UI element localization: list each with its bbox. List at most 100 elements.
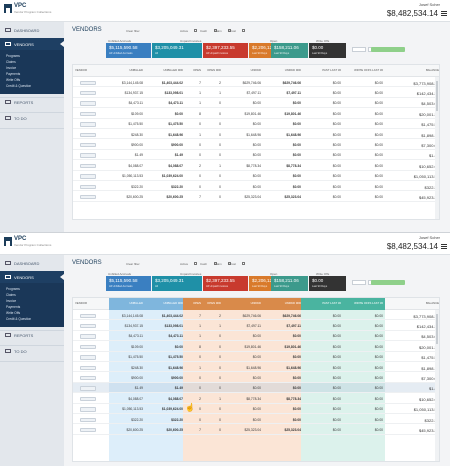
- submenu-item[interactable]: Write Offs: [6, 78, 21, 82]
- filter-checkbox[interactable]: [228, 262, 231, 265]
- column-header[interactable]: OPEN: [193, 68, 201, 72]
- table-row[interactable]: $1,050,113.53 $1,039,624.00 0 0 $0.00 $0.00 $0…: [73, 171, 439, 181]
- column-header[interactable]: BALANCE: [425, 301, 439, 305]
- submenu-item[interactable]: Payments: [6, 72, 21, 76]
- vendor-select[interactable]: [352, 280, 366, 285]
- vendor-name-button[interactable]: [80, 355, 96, 360]
- sidebar-item-vendors[interactable]: VENDORS: [0, 38, 64, 50]
- hamburger-menu-icon[interactable]: [441, 244, 447, 249]
- vendor-name-button[interactable]: [80, 163, 96, 169]
- filter-checkbox[interactable]: [214, 29, 217, 32]
- user-name[interactable]: Josef Scher: [418, 235, 440, 240]
- vendor-name-button[interactable]: [80, 184, 96, 189]
- column-header[interactable]: UNBILLED 90D: [163, 301, 183, 305]
- column-header[interactable]: BALANCE: [425, 68, 439, 72]
- sidebar-item-reports[interactable]: REPORTS: [0, 333, 64, 341]
- table-row[interactable]: $1,475.50 $1,475.50 0 0 $0.00 $0.00 $0.00 $0.00…: [73, 119, 439, 129]
- vendor-name-button[interactable]: [80, 90, 96, 96]
- table-row[interactable]: $1.49 $1.49 0 0 $0.00 $0.00 $0.00 $0.00 $1.49: [73, 150, 439, 161]
- sidebar-item-vendors[interactable]: VENDORS: [0, 271, 64, 283]
- column-header[interactable]: VENDOR: [75, 68, 87, 72]
- table-row[interactable]: $900.00 $900.00 0 0 $0.00 $0.00 $0.00 $0.00 $7,3…: [73, 372, 439, 383]
- table-row[interactable]: $322.20 $322.20 0 0 $0.00 $0.00 $0.00 $0.00 $322…: [73, 181, 439, 192]
- column-header[interactable]: PAST LAST 30: [322, 68, 341, 72]
- filter-checkbox[interactable]: [242, 29, 245, 32]
- vendor-select[interactable]: [352, 47, 366, 52]
- sidebar-item-todo[interactable]: TO DO: [0, 116, 64, 124]
- table-row[interactable]: $20,600.25 $20,600.25 7 0 $25,323.04 $25,323.…: [73, 424, 439, 435]
- apply-button[interactable]: [371, 280, 405, 285]
- summary-card[interactable]: $2,206,121.01 Last 90 Days: [249, 43, 281, 58]
- vendor-name-button[interactable]: [80, 142, 96, 148]
- summary-card[interactable]: $2,397,233.55 All Unpaid Invoices: [203, 276, 248, 291]
- table-scrollbar[interactable]: [435, 310, 439, 461]
- table-row[interactable]: $4,473.11 $4,473.11 1 0 $0.00 $0.00 $0.00 $0.00…: [73, 331, 439, 342]
- table-row[interactable]: $1,050,113.53 $1,039,624.00 0 0 $0.00 $0.00 $0…: [73, 404, 439, 414]
- summary-card[interactable]: $158,211.06 Last 90 Days: [271, 43, 308, 58]
- filter-checkbox[interactable]: [214, 262, 217, 265]
- column-header[interactable]: OPEN: [193, 301, 201, 305]
- table-row[interactable]: $1,475.50 $1,475.50 0 0 $0.00 $0.00 $0.00 $0.00…: [73, 352, 439, 362]
- table-row[interactable]: $109.00 $0.00 8 0 $19,801.46 $19,801.46 $0.00 $…: [73, 341, 439, 352]
- column-header[interactable]: OPEN 90D: [207, 301, 221, 305]
- table-scrollbar[interactable]: [435, 77, 439, 219]
- vendor-name-button[interactable]: [80, 375, 96, 381]
- column-header[interactable]: VENDOR: [75, 301, 87, 305]
- submenu-item[interactable]: Claims: [6, 293, 16, 297]
- vendor-name-button[interactable]: [80, 427, 96, 433]
- submenu-item[interactable]: Programs: [6, 54, 20, 58]
- sidebar-item-dashboard[interactable]: DASHBOARD: [0, 28, 64, 36]
- vendor-name-button[interactable]: [80, 344, 96, 350]
- sidebar-item-dashboard[interactable]: DASHBOARD: [0, 261, 64, 269]
- submenu-item[interactable]: Invoice: [6, 66, 17, 70]
- summary-card[interactable]: $3,205,049.31 All: [152, 276, 202, 291]
- column-header[interactable]: UNPAID 90D: [284, 301, 301, 305]
- column-header[interactable]: UNBILLED: [129, 301, 143, 305]
- vendor-name-button[interactable]: [80, 407, 96, 412]
- summary-card[interactable]: $0.00 Last 90 Days: [309, 43, 346, 58]
- table-row[interactable]: $900.00 $900.00 0 0 $0.00 $0.00 $0.00 $0.00 $7,3…: [73, 139, 439, 150]
- submenu-item[interactable]: Invoice: [6, 299, 17, 303]
- summary-card[interactable]: $3,205,049.31 All: [152, 43, 202, 58]
- filter-checkbox[interactable]: [228, 29, 231, 32]
- vendor-name-button[interactable]: [80, 323, 96, 329]
- submenu-item[interactable]: Write Offs: [6, 311, 21, 315]
- submenu-item[interactable]: Credit & Question: [6, 317, 32, 321]
- table-row[interactable]: $3,144,145.08 $1,403,444.02 7 2 $629,746.06 $…: [73, 310, 439, 321]
- vendor-name-button[interactable]: [80, 386, 96, 391]
- table-row[interactable]: $134,937.15 $133,098.01 1 1 $7,497.11 $7,497.…: [73, 87, 439, 98]
- vendor-name-button[interactable]: [80, 313, 96, 318]
- hamburger-menu-icon[interactable]: [441, 11, 447, 16]
- table-row[interactable]: $322.20 $322.20 0 0 $0.00 $0.00 $0.00 $0.00 $322…: [73, 414, 439, 425]
- vendor-name-button[interactable]: [80, 153, 96, 158]
- table-row[interactable]: $134,937.15 $133,098.01 1 1 $7,497.11 $7,497.…: [73, 320, 439, 331]
- summary-card[interactable]: $5,115,590.58 All Unbilled Accruals: [106, 43, 151, 58]
- vendor-name-button[interactable]: [80, 101, 96, 106]
- column-header[interactable]: WRITE OFFS LAST 30: [354, 68, 383, 72]
- sidebar-item-todo[interactable]: TO DO: [0, 349, 64, 357]
- table-row[interactable]: $248.30 $1,648.96 1 0 $1,648.96 $1,648.96 $0.0…: [73, 362, 439, 373]
- vendor-name-button[interactable]: [80, 194, 96, 200]
- vendor-name-button[interactable]: [80, 396, 96, 402]
- apply-button[interactable]: [371, 47, 405, 52]
- column-header[interactable]: PAST LAST 30: [322, 301, 341, 305]
- submenu-item[interactable]: Claims: [6, 60, 16, 64]
- column-header[interactable]: UNPAID 90D: [284, 68, 301, 72]
- column-header[interactable]: UNBILLED: [129, 68, 143, 72]
- summary-card[interactable]: $0.00 Last 90 Days: [309, 276, 346, 291]
- user-name[interactable]: Josef Scher: [418, 2, 440, 7]
- submenu-item[interactable]: Payments: [6, 305, 21, 309]
- table-row[interactable]: $4,088.07 $4,088.07 2 1 $8,778.34 $8,778.34 $0…: [73, 160, 439, 171]
- column-header[interactable]: UNPAID: [250, 301, 261, 305]
- vendor-name-button[interactable]: [80, 122, 96, 127]
- filter-checkbox[interactable]: [242, 262, 245, 265]
- column-header[interactable]: OPEN 90D: [207, 68, 221, 72]
- column-header[interactable]: UNPAID: [250, 68, 261, 72]
- vendor-name-button[interactable]: [80, 80, 96, 85]
- summary-card[interactable]: $2,206,121.01 Last 90 Days: [249, 276, 281, 291]
- summary-card[interactable]: $158,211.06 Last 90 Days: [271, 276, 308, 291]
- column-header[interactable]: WRITE OFFS LAST 30: [354, 301, 383, 305]
- table-row[interactable]: $248.30 $1,648.96 1 0 $1,648.96 $1,648.96 $0.0…: [73, 129, 439, 140]
- table-row[interactable]: $4,088.07 $4,088.07 2 1 $8,778.34 $8,778.34 $0…: [73, 393, 439, 404]
- table-row[interactable]: $4,473.11 $4,473.11 1 0 $0.00 $0.00 $0.00 $0.00…: [73, 98, 439, 109]
